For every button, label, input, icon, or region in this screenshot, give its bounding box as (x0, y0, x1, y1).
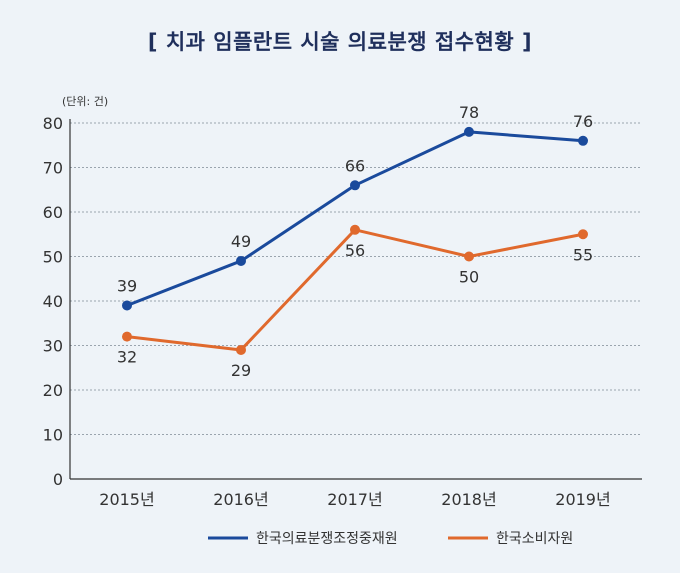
y-tick-label: 40 (43, 292, 63, 311)
data-point (122, 331, 132, 342)
unit-label: (단위: 건) (62, 95, 109, 108)
data-label: 55 (573, 245, 593, 264)
y-tick-label: 10 (43, 426, 63, 445)
data-point (464, 251, 474, 262)
data-label: 39 (117, 276, 137, 295)
data-label: 29 (231, 361, 251, 380)
data-point (578, 135, 588, 146)
y-tick-label: 60 (43, 203, 63, 222)
y-tick-label: 70 (43, 159, 63, 178)
x-tick-label: 2019년 (555, 490, 610, 509)
x-tick-label: 2018년 (441, 490, 496, 509)
x-tick-label: 2017년 (327, 490, 382, 509)
data-label: 49 (231, 232, 251, 251)
chart-title: [ 치과 임플란트 시술 의료분쟁 접수현황 ] (147, 30, 533, 54)
y-tick-label: 0 (53, 470, 63, 489)
data-label: 32 (117, 348, 137, 367)
data-point (464, 126, 474, 137)
y-tick-label: 80 (43, 114, 63, 133)
data-label: 76 (573, 112, 593, 131)
y-tick-label: 20 (43, 381, 63, 400)
data-point (350, 224, 360, 235)
data-point (122, 300, 132, 311)
data-label: 50 (459, 268, 479, 287)
x-tick-label: 2015년 (99, 490, 154, 509)
legend-label-1: 한국의료분쟁조정중재원 (256, 531, 398, 547)
data-label: 56 (345, 241, 365, 260)
y-tick-label: 50 (43, 248, 63, 267)
data-point (578, 229, 588, 240)
x-tick-label: 2016년 (213, 490, 268, 509)
data-label: 78 (459, 103, 479, 122)
data-label: 66 (345, 156, 365, 175)
legend-label-2: 한국소비자원 (496, 531, 573, 547)
data-point (236, 255, 246, 266)
data-point (350, 180, 360, 191)
y-tick-label: 30 (43, 337, 63, 356)
data-point (236, 344, 246, 355)
